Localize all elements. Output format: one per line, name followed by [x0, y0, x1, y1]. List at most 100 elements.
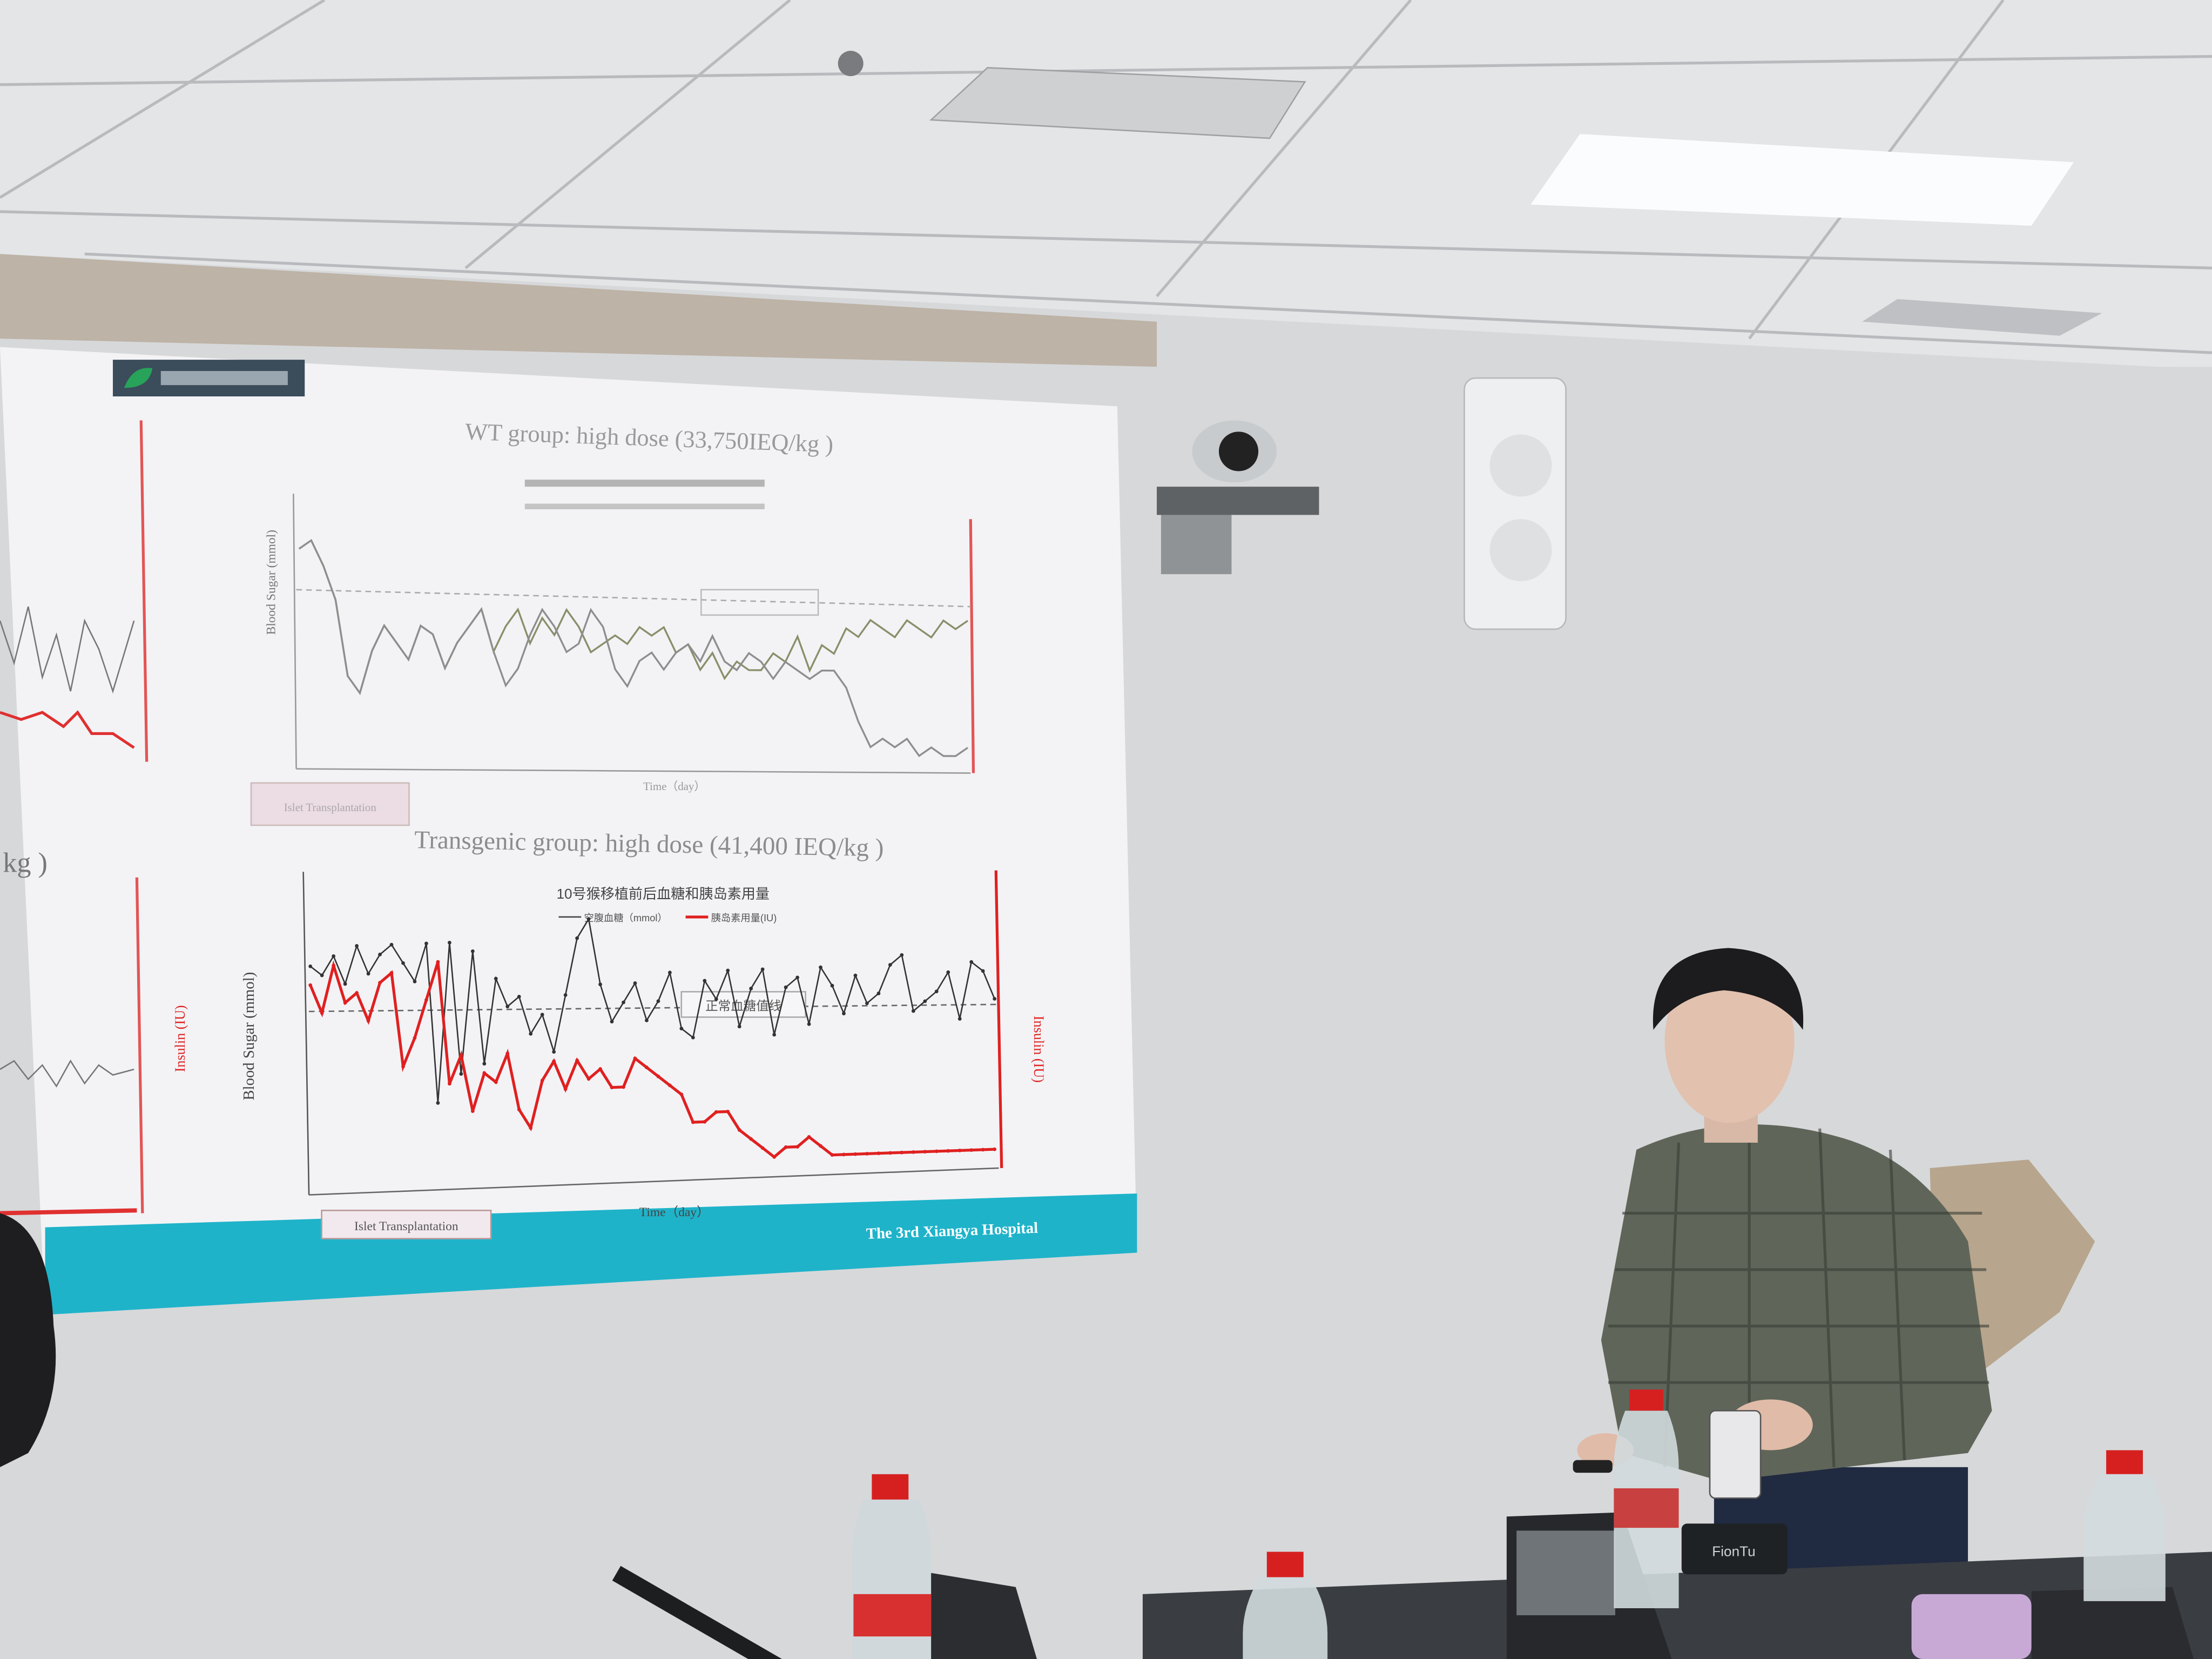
blood-sugar-line-point: [667, 970, 672, 975]
transgenic-y-label: Blood Sugar (mmol): [240, 972, 258, 1101]
insulin-line-point: [413, 1036, 417, 1040]
microphone-arm: [612, 1566, 817, 1659]
transgenic-y-axis: [302, 872, 310, 1195]
insulin-line-point: [888, 1151, 892, 1155]
blood-sugar-line-point: [679, 1027, 684, 1031]
blood-sugar-line-point: [355, 944, 359, 948]
insulin-line-point: [842, 1152, 846, 1157]
blood-sugar-line-point: [622, 1000, 625, 1004]
insulin-line-point: [784, 1145, 788, 1149]
blood-sugar-line-point: [482, 1062, 487, 1066]
insulin-line-point: [876, 1151, 881, 1156]
wt-reference-line: [296, 589, 971, 608]
blood-sugar-line-point: [552, 1050, 556, 1054]
blood-sugar-line-point: [737, 1024, 741, 1029]
blood-sugar-line-point: [575, 936, 579, 940]
blood-sugar-line-point: [308, 964, 313, 968]
insulin-line-point: [772, 1155, 777, 1159]
wt-islet-marker-box: [250, 782, 410, 826]
slide-footer-band: [45, 1193, 1137, 1315]
blood-sugar-line-point: [517, 995, 521, 999]
blood-sugar-line-point: [494, 976, 498, 981]
blood-sugar-line-point: [691, 1035, 695, 1040]
audience-member: [0, 1213, 56, 1467]
blood-sugar-line-point: [807, 1022, 811, 1026]
legend-blood-sugar: 空腹血糖（mmol）: [584, 912, 667, 923]
insulin-line-point: [911, 1150, 915, 1154]
left-insulin-label: Insulin (IU): [172, 1005, 188, 1072]
insulin-line-point: [679, 1092, 684, 1096]
blood-sugar-line-point: [447, 941, 451, 945]
blood-sugar-line-point: [981, 969, 985, 973]
blood-sugar-line-point: [645, 1019, 649, 1022]
blood-sugar-line-point: [911, 1009, 915, 1013]
insulin-line-point: [946, 1149, 950, 1153]
water-bottle: [1243, 1552, 1328, 1659]
air-vent: [929, 67, 1306, 139]
wt-y2-axis: [969, 519, 975, 773]
insulin-line-point: [656, 1074, 660, 1078]
blood-sugar-line-point: [598, 982, 602, 987]
wt-chart-lines: [298, 539, 968, 757]
wt-reference-label-box: [700, 589, 819, 616]
insulin-line-point: [459, 1053, 463, 1057]
insulin-line-point: [378, 981, 382, 985]
blood-sugar-line-point: [830, 983, 834, 988]
wt-y-label: Blood Sugar (mmol): [264, 530, 278, 635]
insulin-line-point: [343, 1001, 347, 1005]
blood-sugar-line-point: [760, 967, 765, 972]
insulin-line-point: [552, 1059, 556, 1063]
tissue-box: [1911, 1594, 2032, 1659]
insulin-line-point: [691, 1120, 695, 1124]
left-chart-line: [0, 1059, 134, 1088]
blood-sugar-line-point: [934, 989, 939, 994]
transgenic-x-label: Time（day）: [639, 1205, 710, 1219]
wall-speaker: [1464, 377, 1567, 630]
blood-sugar-line-point: [784, 985, 788, 989]
insulin-line-point: [957, 1148, 962, 1152]
transgenic-x-axis: [309, 1167, 999, 1196]
blood-sugar-line-point: [656, 999, 660, 1003]
blood-sugar-line-point: [413, 980, 417, 983]
insulin-line-point: [969, 1148, 974, 1152]
water-bottle: [1614, 1390, 1679, 1608]
insulin-line-point: [667, 1083, 672, 1088]
blood-sugar-line-point: [900, 953, 904, 957]
insulin-line-point: [586, 1077, 591, 1081]
insulin-line-point: [645, 1065, 649, 1069]
transgenic-chart-lines: [308, 917, 997, 1159]
blood-sugar-line-point: [772, 1033, 777, 1037]
blood-sugar-line-point: [795, 975, 799, 980]
wt-y-axis: [293, 494, 297, 769]
blood-sugar-line-point: [853, 973, 858, 977]
insulin-line-point: [575, 1058, 579, 1063]
transgenic-y2-label: Insulin (IU): [1031, 1016, 1047, 1083]
insulin-line-point: [389, 971, 394, 975]
insulin-line-point: [517, 1108, 521, 1111]
water-bottle: [852, 1474, 932, 1659]
blood-sugar-line-point: [946, 970, 950, 974]
insulin-line-point: [853, 1152, 858, 1156]
insulin-line-point: [703, 1120, 707, 1124]
presenter-face: [1664, 959, 1795, 1123]
leaf-logo-icon: [124, 368, 153, 388]
wt-islet-marker: Islet Transplantation: [284, 801, 377, 814]
insulin-line-point: [494, 1080, 498, 1084]
wt-x-axis: [296, 768, 971, 774]
insulin-line-point: [923, 1150, 927, 1154]
presenter-hair: [1653, 948, 1804, 1030]
blood-sugar-line-point: [389, 942, 394, 947]
wt-legend: [524, 480, 765, 487]
insulin-line-point: [807, 1135, 811, 1139]
ptz-camera: [1157, 420, 1319, 575]
insulin-line-point: [540, 1078, 544, 1083]
blood-sugar-line-point: [957, 1017, 962, 1021]
presentation-screen: kg ) WT group: high dose (33,750IEQ/kg )…: [0, 347, 1137, 1315]
blood-sugar-line-point: [610, 1020, 614, 1024]
insulin-line-point: [482, 1071, 487, 1075]
insulin-line-point: [610, 1085, 614, 1090]
blood-sugar-line-point: [714, 997, 718, 1001]
blood-sugar-line-point: [586, 917, 591, 921]
blood-sugar-line-point: [505, 1004, 510, 1009]
insulin-line-point: [795, 1145, 799, 1149]
